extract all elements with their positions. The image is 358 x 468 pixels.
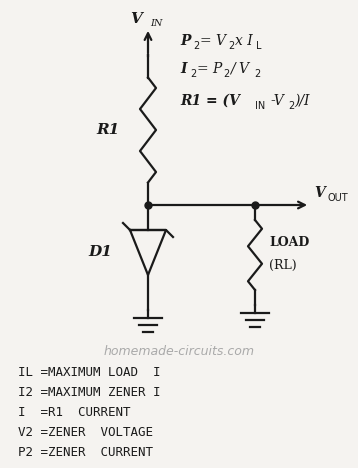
Text: I2 =MAXIMUM ZENER I: I2 =MAXIMUM ZENER I (18, 386, 160, 399)
Text: V: V (314, 186, 325, 200)
Text: = P: = P (197, 62, 222, 76)
Text: -V: -V (270, 94, 284, 108)
Text: 2: 2 (288, 101, 294, 111)
Text: 2: 2 (254, 69, 260, 79)
Text: x I: x I (235, 34, 253, 48)
Text: V: V (130, 12, 142, 26)
Text: IL =MAXIMUM LOAD  I: IL =MAXIMUM LOAD I (18, 366, 160, 379)
Text: V2 =ZENER  VOLTAGE: V2 =ZENER VOLTAGE (18, 426, 153, 439)
Text: LOAD: LOAD (269, 236, 309, 249)
Text: 2: 2 (223, 69, 229, 79)
Text: 2: 2 (190, 69, 196, 79)
Text: (RL): (RL) (269, 258, 297, 271)
Text: IN: IN (150, 19, 163, 28)
Text: OUT: OUT (327, 193, 348, 203)
Text: homemade-circuits.com: homemade-circuits.com (103, 345, 255, 358)
Text: IN: IN (255, 101, 265, 111)
Text: L: L (256, 41, 261, 51)
Text: R1: R1 (96, 123, 119, 137)
Text: P2 =ZENER  CURRENT: P2 =ZENER CURRENT (18, 446, 153, 459)
Text: 2: 2 (193, 41, 199, 51)
Text: 2: 2 (228, 41, 234, 51)
Text: P: P (180, 34, 190, 48)
Text: I: I (180, 62, 187, 76)
Text: D1: D1 (88, 246, 112, 259)
Text: )/I: )/I (294, 94, 310, 108)
Text: = V: = V (200, 34, 226, 48)
Text: R1 = (V: R1 = (V (180, 94, 240, 108)
Text: I  =R1  CURRENT: I =R1 CURRENT (18, 406, 131, 419)
Text: / V: / V (230, 62, 249, 76)
